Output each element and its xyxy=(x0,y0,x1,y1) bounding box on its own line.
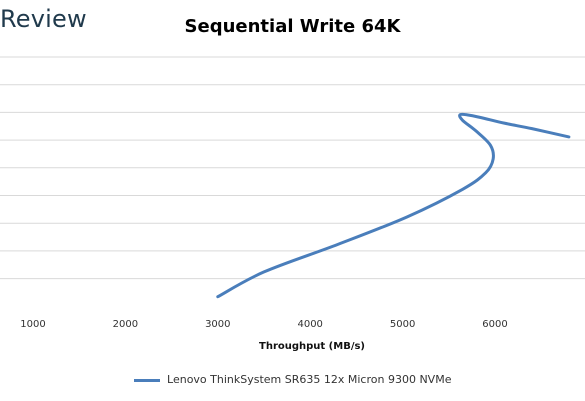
x-tick-label: 3000 xyxy=(205,319,230,330)
x-tick-label: 1000 xyxy=(20,319,45,330)
gridlines xyxy=(0,56,585,280)
legend-label: Lenovo ThinkSystem SR635 12x Micron 9300… xyxy=(167,373,452,386)
x-axis-label: Throughput (MB/s) xyxy=(259,341,365,352)
series-line xyxy=(216,112,571,299)
x-tick-labels: 1000200030004000500060007 xyxy=(20,319,585,330)
brand-logo-text: Review xyxy=(0,5,87,33)
chart-title: Sequential Write 64K xyxy=(184,16,401,37)
x-tick-label: 4000 xyxy=(297,319,322,330)
x-tick-label: 2000 xyxy=(113,319,138,330)
x-tick-label: 5000 xyxy=(390,319,415,330)
x-tick-label: 6000 xyxy=(482,319,507,330)
legend-swatch xyxy=(133,378,160,382)
series-lines xyxy=(216,112,571,299)
legend: Lenovo ThinkSystem SR635 12x Micron 9300… xyxy=(0,373,585,386)
